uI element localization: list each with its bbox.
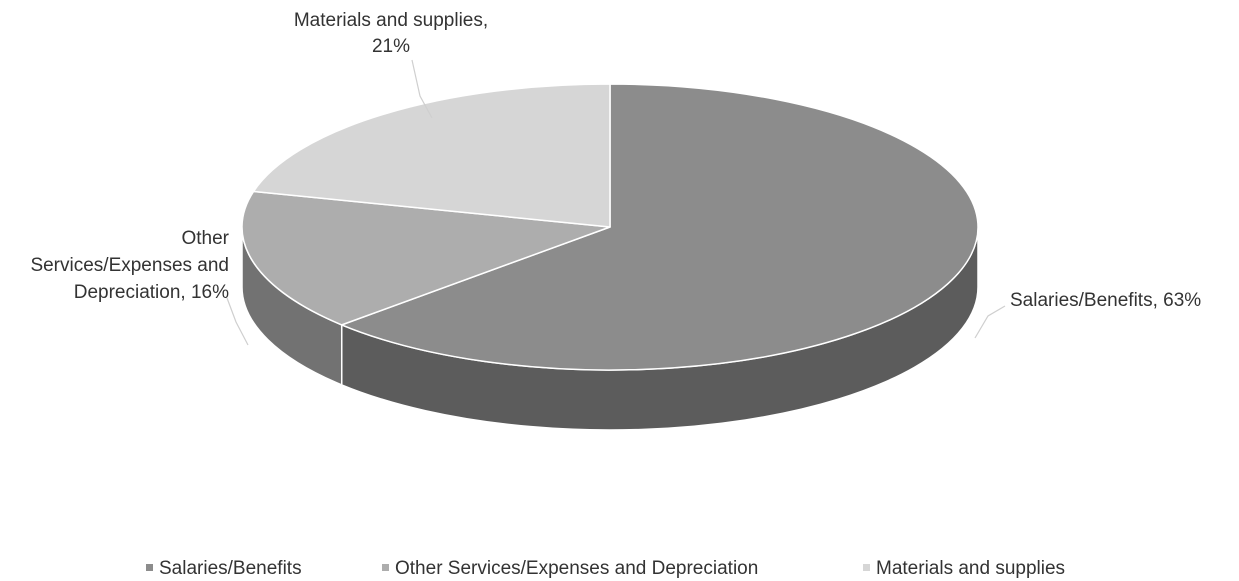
- leader-line-salaries-benefits: [974, 305, 1006, 339]
- legend-label: Materials and supplies: [876, 558, 1065, 579]
- pie-slice-other-services-expenses-and-depreciation: [241, 190, 611, 326]
- leader-line-other-services-expenses-and-depreciation: [226, 297, 249, 346]
- leader-lines: [226, 59, 1006, 346]
- pie-top-layer: [241, 83, 979, 371]
- legend-swatch: [863, 564, 870, 571]
- legend-item-other-services-expenses-and-depreciation: Other Services/Expenses and Depreciation: [382, 558, 758, 579]
- legend-label: Other Services/Expenses and Depreciation: [395, 558, 758, 579]
- legend-item-salaries-benefits: Salaries/Benefits: [146, 558, 302, 579]
- legend-swatch: [146, 564, 153, 571]
- legend-swatch: [382, 564, 389, 571]
- legend-label: Salaries/Benefits: [159, 558, 302, 579]
- legend: Salaries/Benefits Other Services/Expenses…: [146, 558, 1065, 579]
- data-label-other-services-expenses-and-depreciation: Other Services/Expenses and Depreciation, …: [30, 228, 229, 303]
- pie-slice-salaries-benefits: [340, 83, 979, 371]
- data-label-salaries-benefits: Salaries/Benefits, 63%: [1010, 290, 1201, 311]
- legend-item-materials-and-supplies: Materials and supplies: [863, 558, 1065, 579]
- data-labels: Salaries/Benefits, 63% Other Services/Expe…: [30, 10, 1201, 311]
- pie-slice-materials-and-supplies: [252, 83, 611, 228]
- leader-line-materials-and-supplies: [411, 59, 433, 119]
- data-label-materials-and-supplies: Materials and supplies, 21%: [294, 10, 488, 57]
